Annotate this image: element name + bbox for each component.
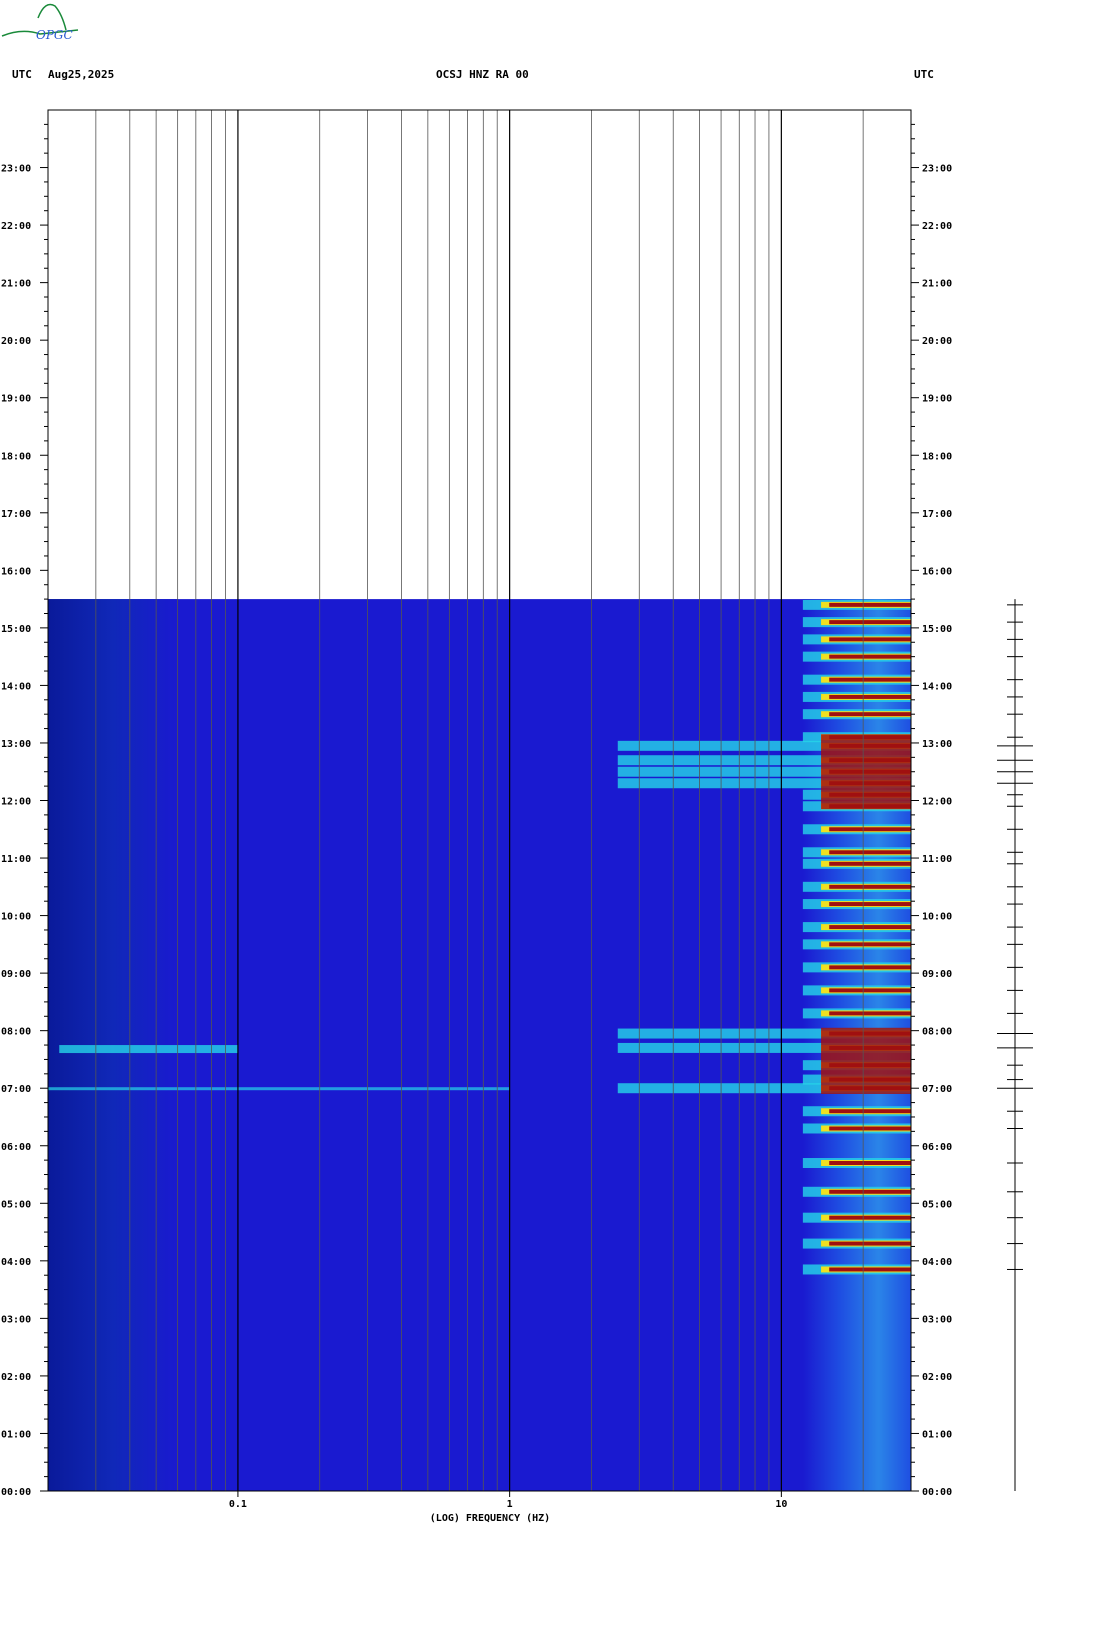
y-tick-label-left: 00:00 bbox=[1, 1487, 31, 1498]
y-tick-label-left: 09:00 bbox=[1, 969, 31, 980]
event-band-peak bbox=[829, 620, 911, 625]
y-tick-label-right: 01:00 bbox=[922, 1429, 952, 1440]
y-tick-label-left: 01:00 bbox=[1, 1429, 31, 1440]
y-tick-label-left: 15:00 bbox=[1, 624, 31, 635]
x-tick-label: 10 bbox=[775, 1499, 787, 1510]
y-tick-label-left: 14:00 bbox=[1, 681, 31, 692]
teleseism-streak bbox=[48, 1087, 510, 1091]
strong-event-block bbox=[821, 734, 911, 810]
event-band-peak bbox=[829, 850, 911, 855]
y-tick-label-right: 21:00 bbox=[922, 279, 952, 290]
low-frequency-event bbox=[59, 1045, 238, 1054]
y-tick-label-right: 22:00 bbox=[922, 221, 952, 232]
y-tick-label-right: 23:00 bbox=[922, 164, 952, 175]
event-band-peak bbox=[829, 827, 911, 832]
y-tick-label-right: 00:00 bbox=[922, 1487, 952, 1498]
y-tick-label-right: 13:00 bbox=[922, 739, 952, 750]
event-band-peak bbox=[829, 602, 911, 607]
event-band bbox=[617, 755, 911, 766]
event-band-peak bbox=[829, 965, 911, 970]
y-tick-label-left: 22:00 bbox=[1, 221, 31, 232]
strong-event-block bbox=[821, 1027, 911, 1094]
y-tick-label-left: 07:00 bbox=[1, 1084, 31, 1095]
y-tick-label-left: 04:00 bbox=[1, 1257, 31, 1268]
event-band-peak bbox=[829, 942, 911, 947]
y-tick-label-right: 09:00 bbox=[922, 969, 952, 980]
event-band-peak bbox=[829, 884, 911, 889]
event-band-peak bbox=[829, 902, 911, 907]
station-label: OCSJ HNZ RA 00 bbox=[436, 68, 529, 81]
y-tick-label-left: 20:00 bbox=[1, 336, 31, 347]
event-band-peak bbox=[829, 1109, 911, 1114]
y-tick-label-right: 02:00 bbox=[922, 1372, 952, 1383]
y-tick-label-left: 13:00 bbox=[1, 739, 31, 750]
event-band-peak bbox=[829, 988, 911, 993]
event-band-peak bbox=[829, 1011, 911, 1016]
y-tick-label-right: 18:00 bbox=[922, 451, 952, 462]
event-band-peak bbox=[829, 1126, 911, 1131]
event-band-peak bbox=[829, 694, 911, 699]
y-tick-label-right: 10:00 bbox=[922, 912, 952, 923]
x-tick-label: 1 bbox=[507, 1499, 513, 1510]
y-tick-label-left: 10:00 bbox=[1, 912, 31, 923]
y-tick-label-left: 23:00 bbox=[1, 164, 31, 175]
right-timezone-label: UTC bbox=[914, 68, 934, 81]
left-timezone-label: UTC bbox=[12, 68, 32, 81]
y-tick-label-right: 07:00 bbox=[922, 1084, 952, 1095]
y-tick-label-left: 19:00 bbox=[1, 394, 31, 405]
y-tick-label-right: 20:00 bbox=[922, 336, 952, 347]
y-tick-label-left: 21:00 bbox=[1, 279, 31, 290]
y-tick-label-right: 15:00 bbox=[922, 624, 952, 635]
event-band bbox=[617, 740, 911, 751]
date-label: Aug25,2025 bbox=[48, 68, 115, 81]
y-tick-label-right: 17:00 bbox=[922, 509, 952, 520]
y-tick-label-left: 02:00 bbox=[1, 1372, 31, 1383]
event-band-peak bbox=[829, 861, 911, 866]
y-tick-label-left: 16:00 bbox=[1, 566, 31, 577]
y-tick-label-left: 12:00 bbox=[1, 797, 31, 808]
event-band-peak bbox=[829, 1267, 911, 1272]
event-band-peak bbox=[829, 1215, 911, 1220]
event-band-peak bbox=[829, 1161, 911, 1166]
y-tick-label-right: 19:00 bbox=[922, 394, 952, 405]
y-tick-label-right: 11:00 bbox=[922, 854, 952, 865]
event-band bbox=[617, 1028, 911, 1039]
event-band-peak bbox=[829, 925, 911, 930]
event-band bbox=[617, 1042, 911, 1053]
event-band bbox=[617, 1083, 911, 1094]
event-band-peak bbox=[829, 677, 911, 682]
event-band bbox=[617, 778, 911, 789]
x-axis-label: (LOG) FREQUENCY (HZ) bbox=[430, 1513, 550, 1524]
event-band-peak bbox=[829, 1189, 911, 1194]
y-tick-label-left: 17:00 bbox=[1, 509, 31, 520]
y-tick-label-right: 03:00 bbox=[922, 1314, 952, 1325]
y-tick-label-left: 18:00 bbox=[1, 451, 31, 462]
event-band bbox=[617, 766, 911, 777]
y-tick-label-left: 05:00 bbox=[1, 1199, 31, 1210]
y-tick-label-left: 08:00 bbox=[1, 1027, 31, 1038]
y-tick-label-left: 03:00 bbox=[1, 1314, 31, 1325]
event-band-peak bbox=[829, 712, 911, 717]
opgc-logo: OPGC bbox=[0, 0, 95, 49]
y-tick-label-right: 08:00 bbox=[922, 1027, 952, 1038]
y-tick-label-right: 06:00 bbox=[922, 1142, 952, 1153]
event-band-peak bbox=[829, 637, 911, 642]
y-tick-label-right: 12:00 bbox=[922, 797, 952, 808]
x-tick-label: 0.1 bbox=[229, 1499, 247, 1510]
logo-text: OPGC bbox=[36, 28, 73, 42]
event-band-peak bbox=[829, 654, 911, 659]
event-band-peak bbox=[829, 1241, 911, 1246]
y-tick-label-right: 04:00 bbox=[922, 1257, 952, 1268]
y-tick-label-left: 11:00 bbox=[1, 854, 31, 865]
y-tick-label-right: 16:00 bbox=[922, 566, 952, 577]
y-tick-label-left: 06:00 bbox=[1, 1142, 31, 1153]
y-tick-label-right: 14:00 bbox=[922, 681, 952, 692]
y-tick-label-right: 05:00 bbox=[922, 1199, 952, 1210]
